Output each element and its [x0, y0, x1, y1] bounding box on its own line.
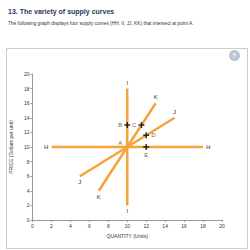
svg-text:2: 2	[27, 202, 30, 208]
svg-text:I: I	[126, 80, 128, 86]
svg-text:E: E	[144, 152, 148, 158]
svg-text:D: D	[151, 132, 156, 138]
svg-text:14: 14	[24, 115, 30, 121]
svg-text:H: H	[44, 144, 48, 150]
svg-text:13. The variety of supply curv: 13. The variety of supply curves	[8, 8, 114, 16]
svg-text:K: K	[154, 94, 158, 100]
svg-text:2: 2	[50, 223, 53, 229]
svg-text:6: 6	[88, 223, 91, 229]
svg-text:C: C	[132, 122, 137, 128]
svg-text:8: 8	[107, 223, 110, 229]
svg-text:B: B	[118, 122, 122, 128]
svg-text:The following graph displays f: The following graph displays four supply…	[8, 21, 194, 26]
svg-text:8: 8	[27, 159, 30, 165]
svg-text:K: K	[97, 194, 101, 200]
svg-text:A: A	[118, 140, 122, 146]
svg-text:16: 16	[24, 100, 30, 106]
svg-text:6: 6	[27, 173, 30, 179]
svg-text:20: 20	[24, 71, 30, 77]
svg-text:10: 10	[24, 144, 30, 150]
svg-text:QUANTITY (Units): QUANTITY (Units)	[107, 233, 149, 239]
svg-text:?: ?	[232, 52, 236, 59]
svg-text:18: 18	[24, 86, 30, 92]
svg-text:0: 0	[27, 217, 30, 223]
svg-text:J: J	[78, 179, 81, 185]
svg-text:12: 12	[24, 129, 30, 135]
svg-text:H: H	[206, 144, 210, 150]
svg-text:PRICE (Dollars per unit): PRICE (Dollars per unit)	[8, 120, 14, 174]
svg-text:16: 16	[181, 223, 187, 229]
svg-text:4: 4	[69, 223, 72, 229]
svg-text:12: 12	[143, 223, 149, 229]
svg-text:I: I	[126, 208, 128, 214]
svg-text:14: 14	[162, 223, 168, 229]
svg-text:J: J	[173, 109, 176, 115]
svg-text:0: 0	[31, 223, 34, 229]
svg-text:18: 18	[200, 223, 206, 229]
svg-text:4: 4	[27, 188, 30, 194]
svg-text:10: 10	[124, 223, 130, 229]
svg-text:20: 20	[219, 223, 225, 229]
